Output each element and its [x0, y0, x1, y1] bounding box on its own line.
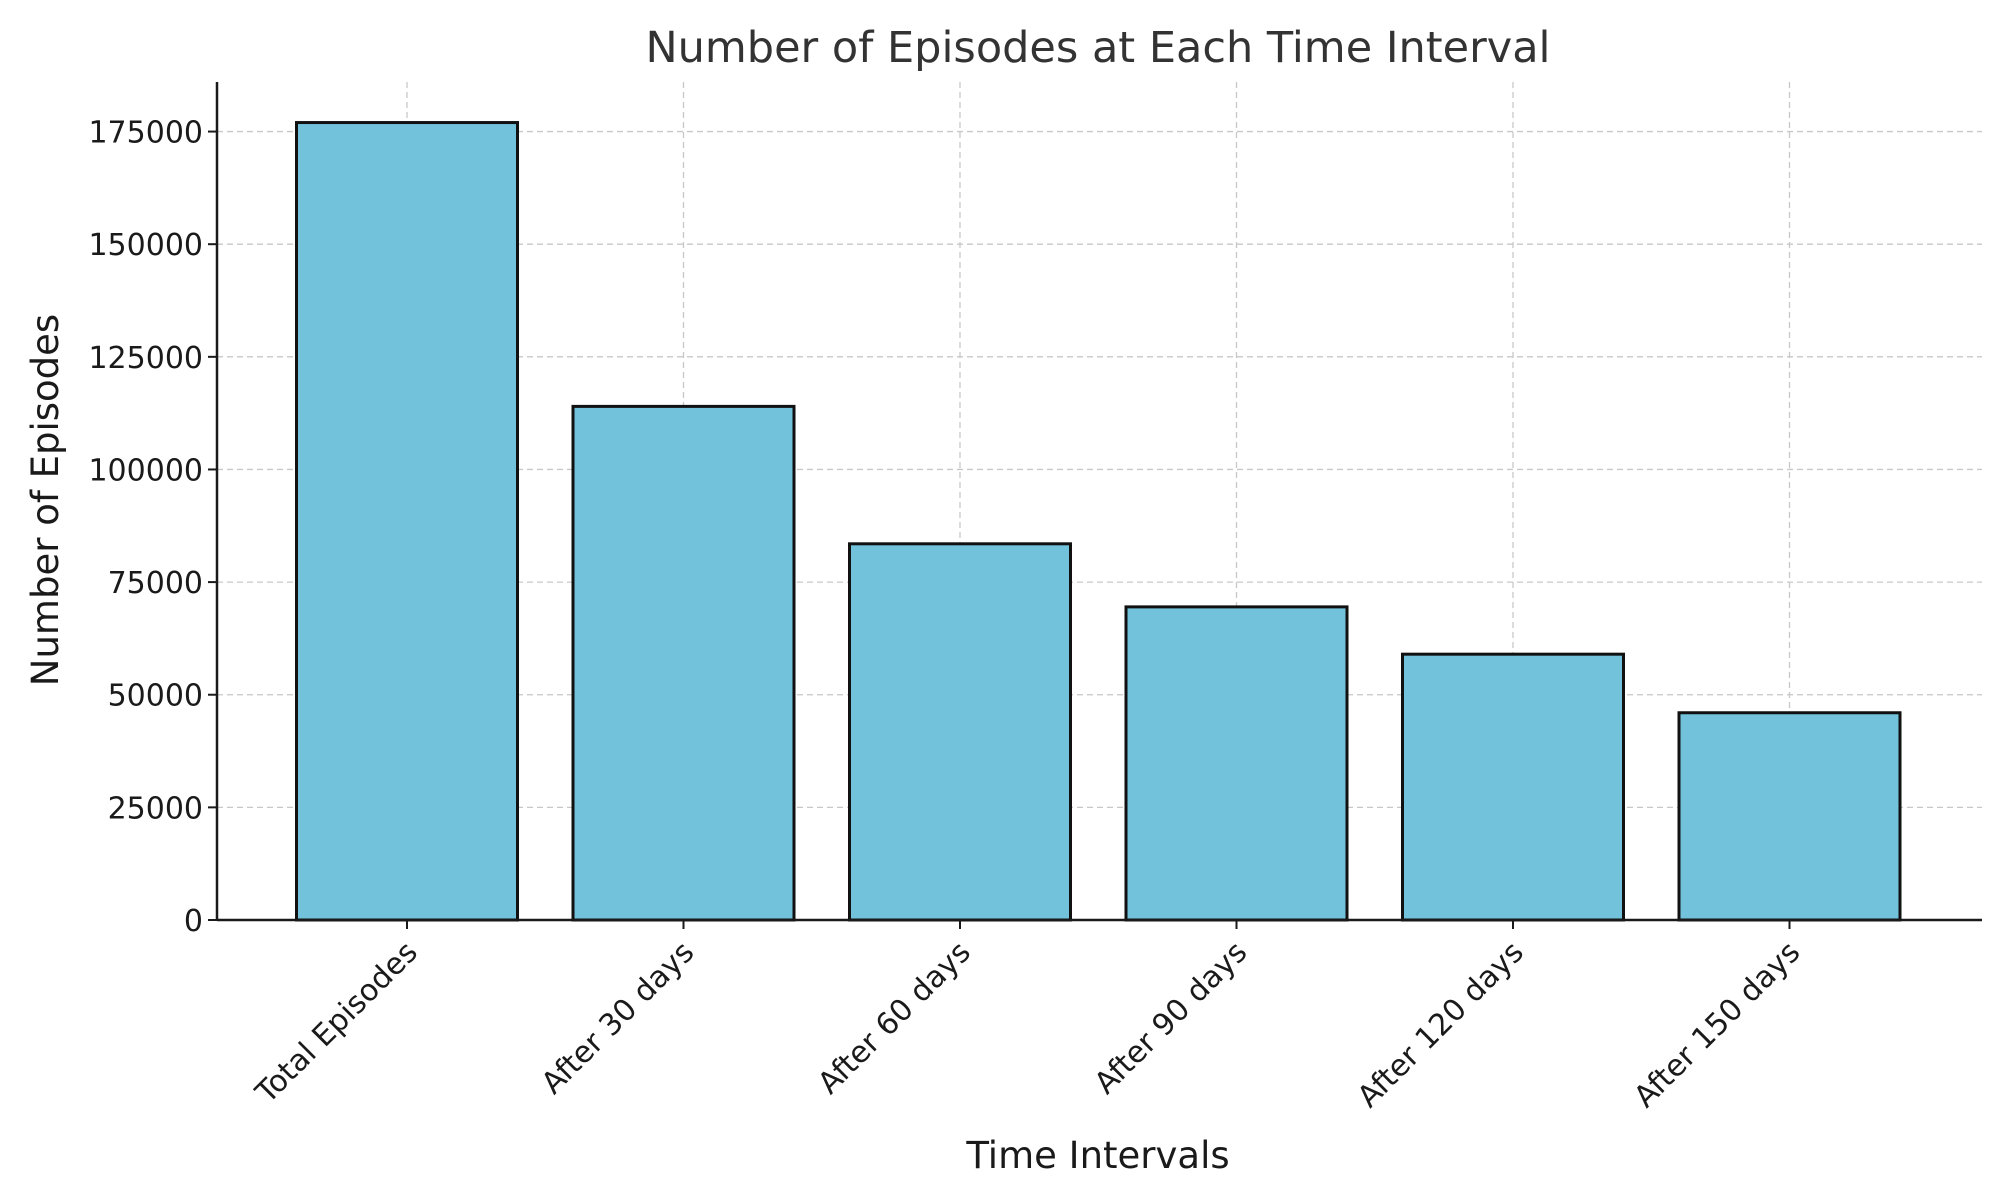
x-ticks: Total Episodes After 30 days After 60 days… [249, 920, 1807, 1115]
x-tick-label: After 120 days [1351, 935, 1531, 1115]
y-tick-label: 50000 [108, 679, 203, 714]
y-tick-label: 75000 [108, 566, 203, 601]
y-tick-label: 25000 [108, 791, 203, 826]
x-tick-label: Total Episodes [249, 935, 425, 1111]
x-tick-label: After 150 days [1627, 935, 1807, 1115]
y-tick-label: 125000 [88, 341, 203, 376]
bar-after-150-days [1677, 711, 1902, 922]
bar-total-episodes [295, 121, 519, 922]
bar-after-90-days [1124, 605, 1349, 922]
bar-after-30-days [571, 404, 796, 922]
bar-after-120-days [1401, 652, 1625, 922]
x-tick-label: After 90 days [1088, 935, 1254, 1101]
bar-after-60-days [848, 542, 1072, 922]
axes [215, 82, 1982, 922]
y-axis-label: Number of Episodes [24, 314, 67, 686]
bars [295, 121, 1902, 922]
x-axis-label: Time Intervals [965, 1134, 1229, 1177]
x-tick-label: After 30 days [535, 935, 701, 1101]
x-tick-label: After 60 days [811, 935, 977, 1101]
chart-title: Number of Episodes at Each Time Interval [646, 23, 1551, 73]
y-tick-label: 175000 [88, 116, 203, 151]
y-tick-label: 150000 [88, 228, 203, 263]
y-tick-label: 100000 [88, 453, 203, 488]
y-tick-label: 0 [184, 904, 203, 939]
y-ticks: 0 25000 50000 75000 100000 125000 150000 175000 [88, 116, 217, 939]
